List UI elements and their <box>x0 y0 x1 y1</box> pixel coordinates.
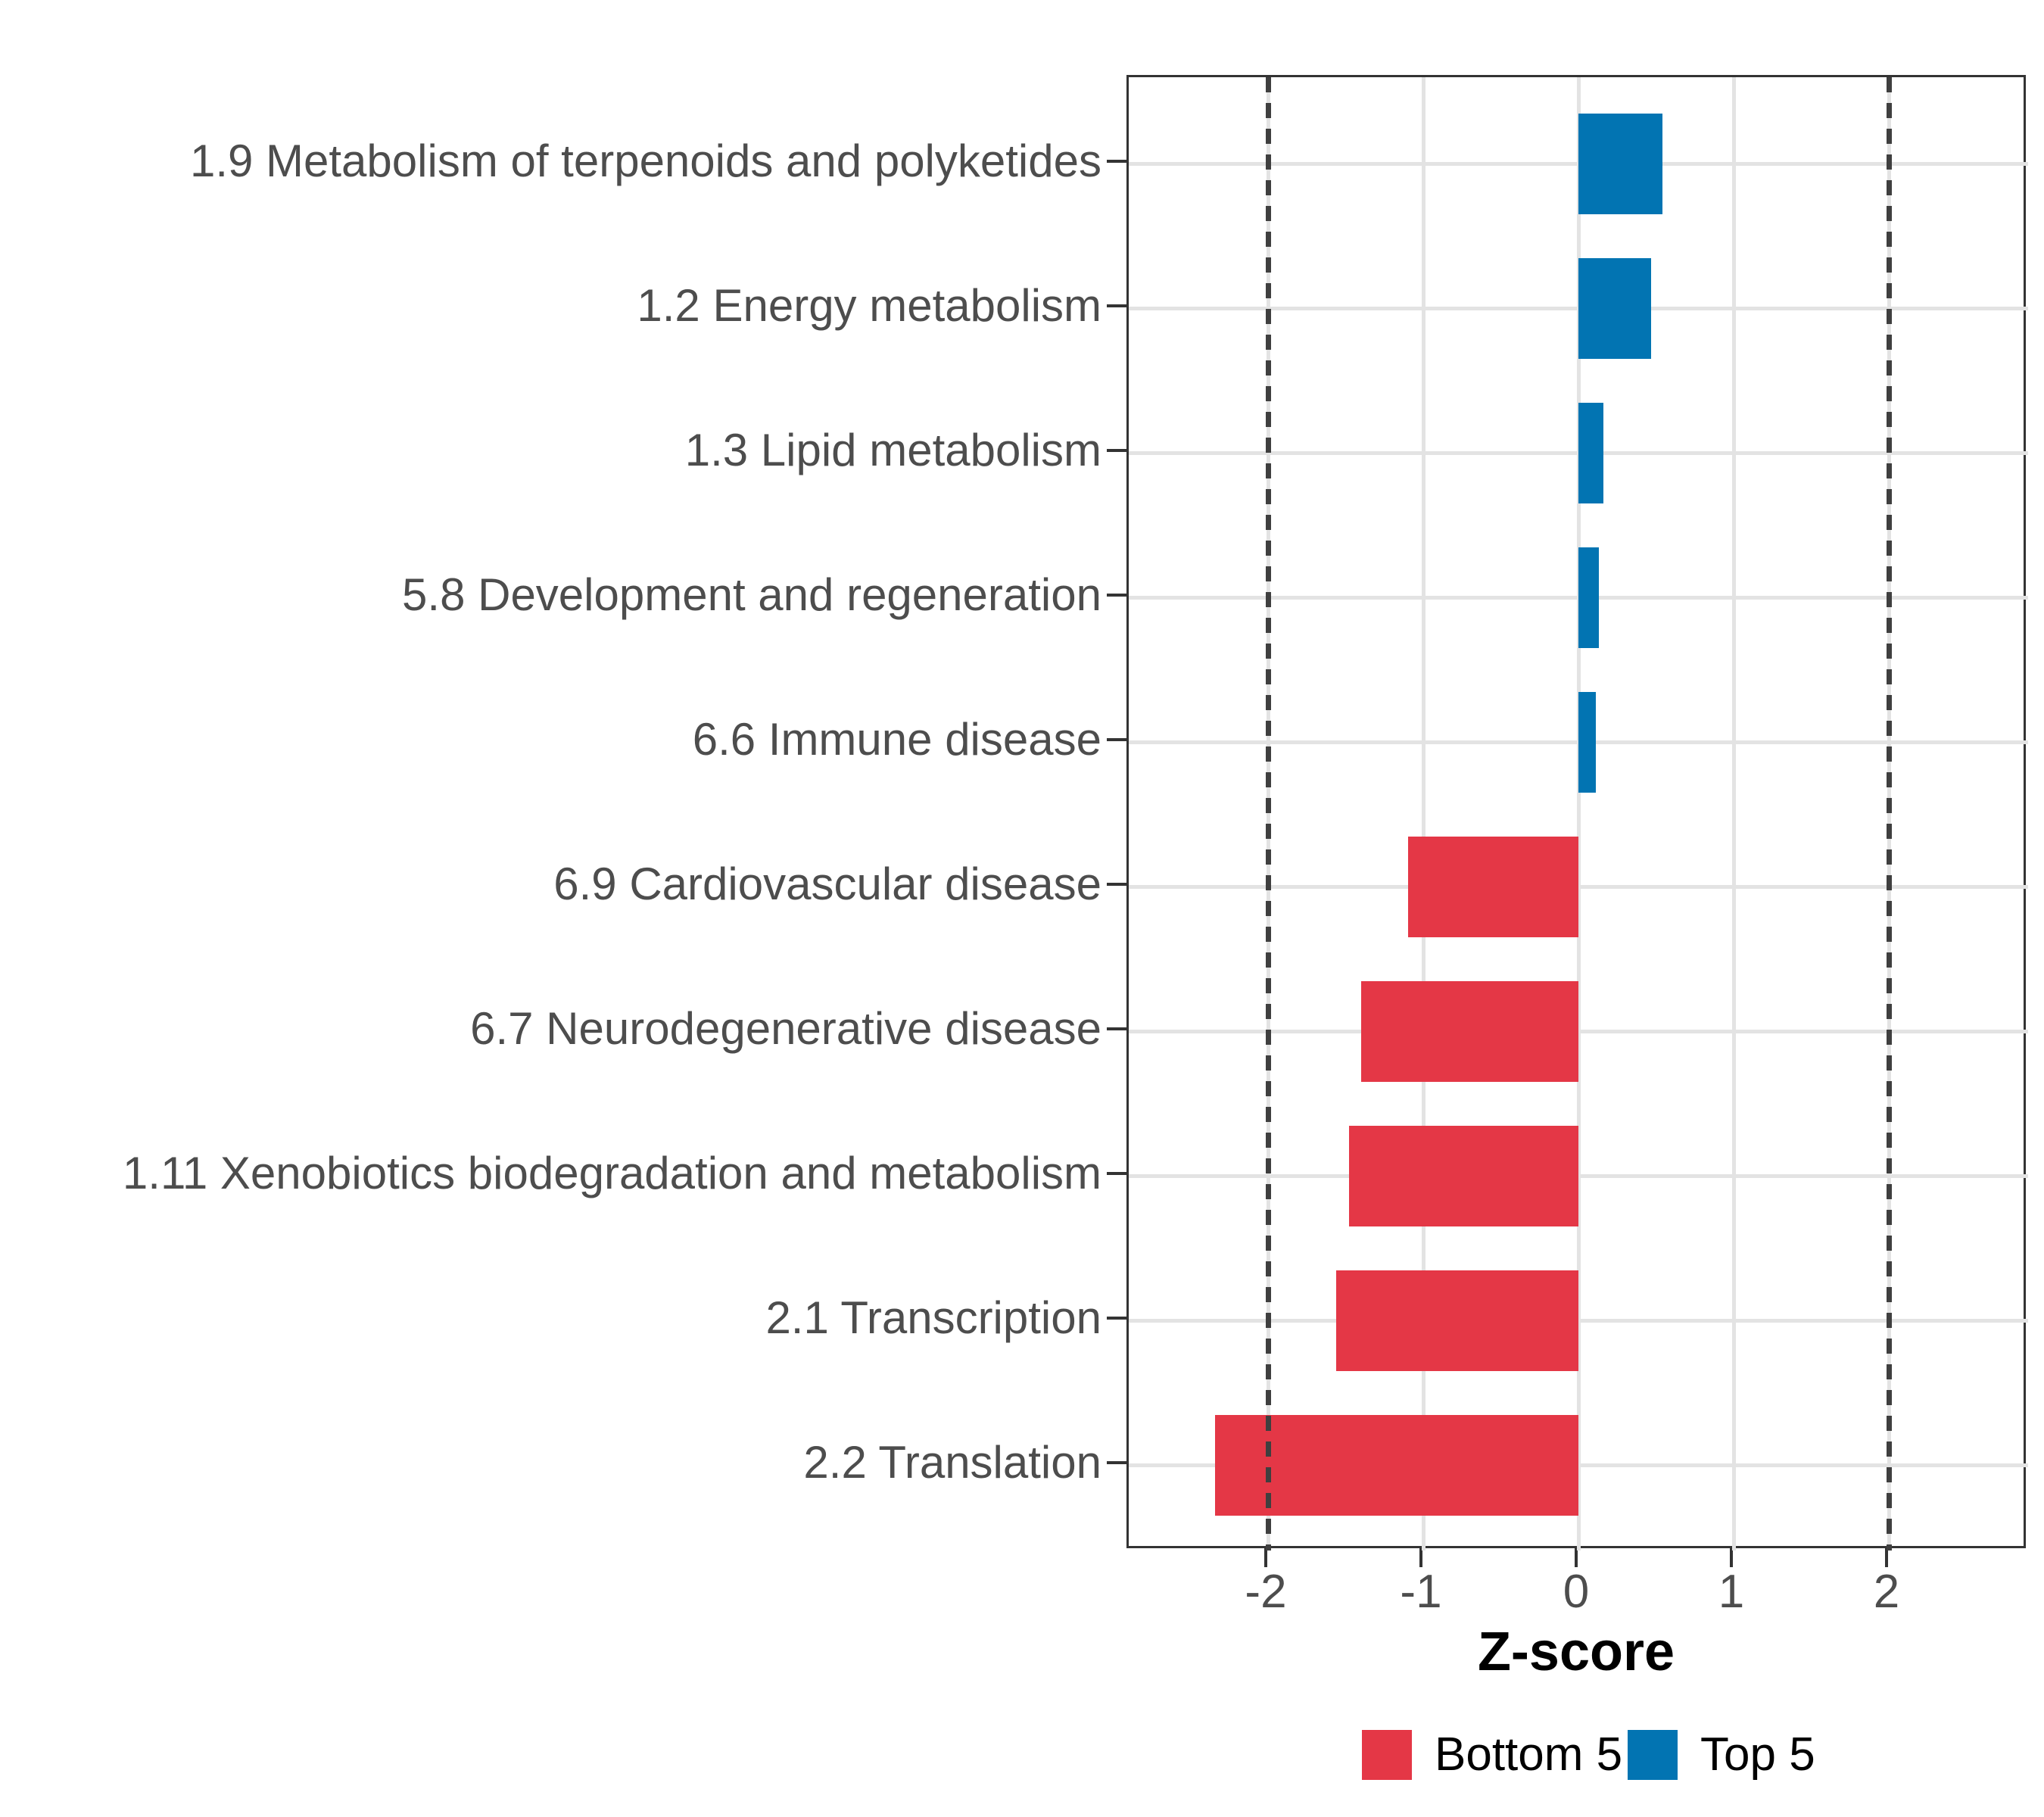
gridline-horizontal <box>1129 1174 2028 1178</box>
gridline-horizontal <box>1129 1319 2028 1323</box>
y-axis-tick <box>1107 738 1126 741</box>
y-axis-category-label: 1.2 Energy metabolism <box>637 280 1101 331</box>
x-axis-title: Z-score <box>1477 1622 1675 1682</box>
bar-3 <box>1578 402 1603 503</box>
y-axis-tick <box>1107 160 1126 163</box>
legend-swatch-bottom5 <box>1362 1730 1412 1780</box>
bar-9 <box>1336 1270 1578 1371</box>
x-axis-tick-label: 2 <box>1873 1566 1900 1618</box>
gridline-vertical-x1 <box>1732 77 1736 1551</box>
x-axis-tick <box>1730 1547 1733 1567</box>
y-axis-category-label: 6.9 Cardiovascular disease <box>553 859 1101 909</box>
gridline-horizontal <box>1129 885 2028 889</box>
y-axis-tick <box>1107 449 1126 452</box>
x-axis-tick <box>1264 1547 1267 1567</box>
y-axis-tick <box>1107 1317 1126 1320</box>
y-axis-tick <box>1107 1461 1126 1464</box>
bar-1 <box>1578 113 1662 214</box>
reference-line-minus2 <box>1266 77 1271 1551</box>
legend-swatch-top5 <box>1628 1730 1678 1780</box>
bar-4 <box>1578 547 1599 648</box>
y-axis-category-label: 1.11 Xenobiotics biodegradation and meta… <box>122 1148 1101 1198</box>
x-axis-tick-label: 1 <box>1718 1566 1745 1618</box>
y-axis-category-label: 1.9 Metabolism of terpenoids and polyket… <box>189 136 1101 186</box>
bar-7 <box>1361 980 1578 1082</box>
y-axis-tick <box>1107 1027 1126 1030</box>
bar-8 <box>1348 1125 1578 1226</box>
y-axis-category-label: 1.3 Lipid metabolism <box>684 425 1101 475</box>
x-axis-tick <box>1885 1547 1888 1567</box>
y-axis-tick <box>1107 304 1126 307</box>
y-axis-category-label: 2.1 Transcription <box>765 1292 1101 1343</box>
y-axis-category-label: 6.7 Neurodegenerative disease <box>470 1003 1101 1054</box>
bar-5 <box>1578 691 1596 793</box>
x-axis-tick-label: 0 <box>1563 1566 1590 1618</box>
y-axis-tick <box>1107 883 1126 886</box>
x-axis-tick-label: -1 <box>1400 1566 1442 1618</box>
gridline-horizontal <box>1129 1463 2028 1467</box>
legend-label: Top 5 <box>1700 1728 1815 1781</box>
plot-panel <box>1126 75 2028 1551</box>
reference-line-plus2 <box>1887 77 1892 1551</box>
x-axis-tick <box>1419 1547 1422 1567</box>
gridline-horizontal <box>1129 1030 2028 1033</box>
gridline-vertical-x-1 <box>1422 77 1426 1551</box>
y-axis-tick <box>1107 1172 1126 1175</box>
bar-6 <box>1407 836 1578 937</box>
y-axis-category-label: 5.8 Development and regeneration <box>402 569 1101 620</box>
y-axis-tick <box>1107 594 1126 597</box>
y-axis-category-label: 2.2 Translation <box>803 1437 1101 1488</box>
x-axis-tick-label: -2 <box>1245 1566 1287 1618</box>
y-axis-category-label: 6.6 Immune disease <box>692 714 1101 765</box>
gridline-vertical-x0 <box>1577 77 1581 1551</box>
bar-2 <box>1578 257 1652 359</box>
x-axis-tick <box>1575 1547 1578 1567</box>
legend-label: Bottom 5 <box>1435 1728 1623 1781</box>
bar-10 <box>1215 1414 1578 1516</box>
